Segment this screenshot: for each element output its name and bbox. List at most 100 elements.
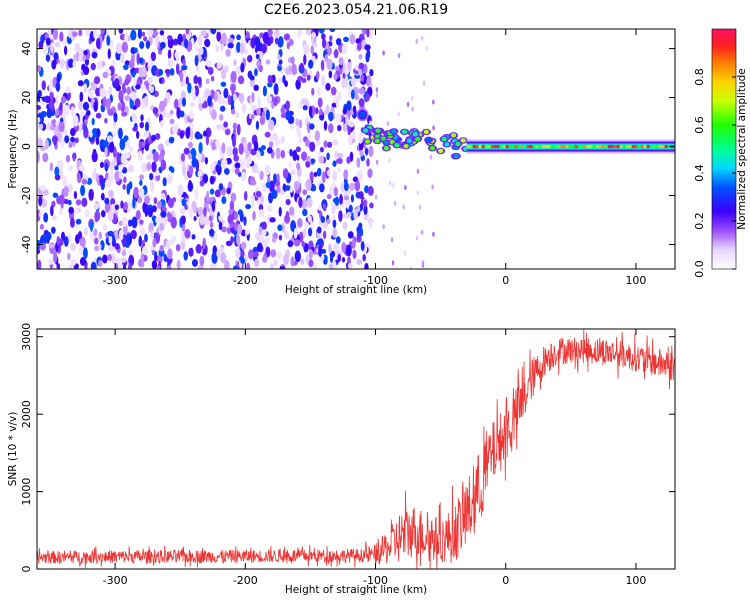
noise-cell — [420, 35, 424, 41]
noise-cell — [269, 140, 274, 149]
noise-cell — [348, 204, 353, 213]
noise-cell — [70, 136, 75, 143]
noise-cell — [143, 130, 150, 138]
noise-cell — [54, 95, 59, 105]
noise-cell — [73, 190, 78, 200]
noise-cell — [94, 210, 101, 222]
noise-cell — [53, 52, 59, 60]
noise-cell — [114, 165, 119, 171]
noise-cell — [126, 232, 130, 245]
noise-cell — [208, 228, 215, 237]
noise-cell — [204, 157, 209, 165]
noise-cell — [140, 114, 144, 122]
noise-cell — [302, 189, 308, 196]
noise-cell — [124, 78, 130, 86]
noise-cell — [136, 53, 140, 65]
noise-cell — [233, 154, 240, 162]
noise-cell — [270, 262, 274, 269]
noise-cell — [410, 96, 414, 102]
noise-cell — [221, 226, 227, 233]
noise-cell — [251, 92, 255, 103]
noise-cell — [267, 29, 273, 37]
noise-cell — [50, 41, 54, 54]
noise-cell — [276, 186, 281, 193]
noise-cell — [320, 59, 325, 71]
noise-cell — [301, 98, 308, 105]
noise-cell — [130, 29, 137, 41]
noise-cell — [332, 160, 337, 167]
noise-cell — [37, 248, 41, 255]
noise-cell — [421, 260, 425, 266]
noise-cell — [346, 156, 351, 164]
noise-cell — [144, 95, 149, 106]
noise-cell — [174, 50, 180, 60]
signal-cell — [403, 143, 409, 149]
noise-cell — [230, 70, 237, 83]
carrier-cell — [583, 144, 587, 149]
noise-cell — [313, 171, 318, 178]
noise-cell — [39, 184, 47, 192]
noise-cell — [411, 106, 414, 112]
signal-cell — [362, 128, 369, 133]
noise-cell — [246, 262, 251, 269]
carrier-cell — [499, 144, 503, 149]
noise-cell — [64, 135, 70, 144]
noise-cell — [336, 158, 343, 164]
noise-cell — [180, 153, 186, 162]
noise-cell — [197, 206, 204, 217]
noise-cell — [223, 168, 230, 175]
noise-cell — [227, 37, 234, 45]
carrier-cell — [493, 144, 497, 149]
noise-cell — [95, 136, 100, 146]
noise-cell — [297, 217, 303, 228]
noise-cell — [166, 265, 172, 269]
noise-cell — [74, 42, 81, 53]
noise-cell — [257, 96, 261, 109]
noise-cell — [429, 154, 433, 160]
noise-cell — [83, 49, 88, 56]
noise-cell — [54, 166, 60, 177]
snr-y-ticks: 0 1000 2000 3000 — [20, 323, 675, 573]
noise-cell — [303, 54, 307, 66]
noise-cell — [321, 74, 325, 87]
noise-cell — [282, 168, 289, 179]
noise-cell — [358, 134, 363, 144]
noise-cell — [204, 38, 211, 48]
noise-cell — [211, 109, 217, 120]
noise-cell — [41, 80, 46, 91]
noise-cell — [309, 141, 316, 152]
colorbar: 0.0 0.2 0.4 0.6 0.8 Normalized spectral ampl… — [693, 28, 748, 278]
noise-cell — [244, 229, 250, 236]
noise-cell — [364, 262, 369, 269]
noise-cell — [72, 31, 78, 37]
carrier-cell — [541, 144, 545, 149]
noise-cell — [152, 106, 159, 115]
noise-cell — [297, 130, 302, 138]
carrier-cell — [580, 144, 584, 149]
noise-cell — [199, 214, 206, 226]
carrier-cell — [589, 144, 593, 149]
noise-cell — [234, 111, 239, 118]
noise-cell — [224, 260, 230, 269]
noise-cell — [63, 45, 68, 56]
noise-cell — [415, 235, 419, 241]
noise-cell — [122, 183, 126, 190]
carrier-cell — [646, 144, 650, 149]
noise-cell — [37, 105, 41, 111]
noise-cell — [62, 37, 67, 47]
noise-cell — [305, 179, 312, 191]
noise-cell — [128, 181, 133, 190]
noise-cell — [265, 181, 271, 188]
noise-cell — [197, 169, 203, 177]
noise-cell — [234, 167, 240, 175]
noise-cell — [422, 80, 426, 86]
noise-cell — [67, 183, 73, 193]
noise-cell — [144, 233, 148, 243]
carrier-cell — [637, 144, 641, 149]
noise-cell — [243, 190, 248, 201]
noise-cell — [238, 143, 244, 155]
noise-cell — [135, 209, 141, 221]
noise-cell — [194, 188, 199, 201]
noise-cell — [333, 48, 339, 59]
noise-cell — [226, 187, 231, 195]
